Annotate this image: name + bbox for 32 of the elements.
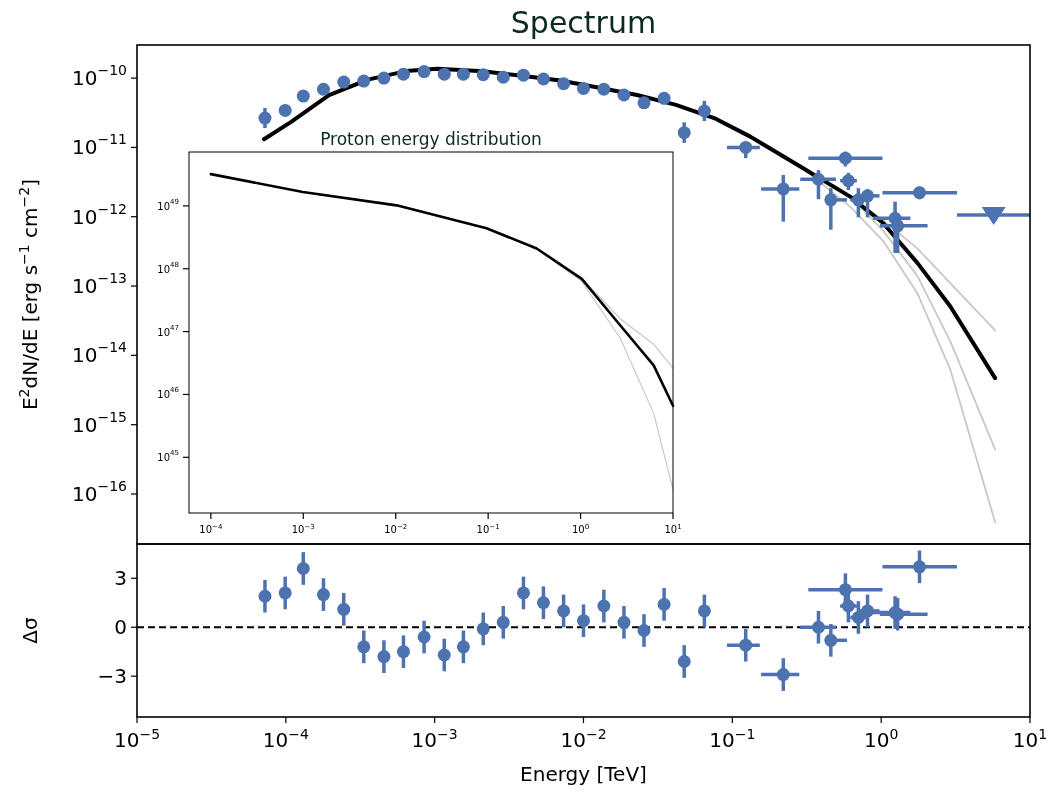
y-axis-title: Δσ [18,617,42,644]
y-tick-label: 3 [114,566,127,591]
y-tick-label: 10$^{−12}$ [72,200,127,229]
y-tick-label: 10$^{47}$ [157,323,179,338]
x-axis-title: Energy [TeV] [520,762,647,786]
x-tick-label: 10$^{−3}$ [291,523,315,535]
x-tick-label: 10$^{−1}$ [709,726,756,752]
y-tick-label: 0 [114,615,127,640]
x-tick-label: 10$^{1}$ [664,523,682,535]
chart-title: Spectrum [510,5,657,40]
y-tick-label: 10$^{46}$ [157,386,180,400]
x-tick-label: 10$^{0}$ [571,523,590,535]
x-tick-label: 10$^{0}$ [863,726,899,752]
y-tick-label: 10$^{−11}$ [72,131,127,160]
x-tick-label: 10$^{−3}$ [411,726,458,752]
y-tick-label: 10$^{−10}$ [72,62,127,91]
y-tick-label: 10$^{−15}$ [72,408,127,437]
x-tick-label: 10$^{1}$ [1012,726,1048,752]
x-tick-label: 10$^{−4}$ [199,523,223,535]
x-tick-label: 10$^{−2}$ [384,523,408,535]
x-tick-label: 10$^{−1}$ [476,523,500,535]
y-tick-label: 10$^{−13}$ [72,270,127,299]
x-tick-label: 10$^{−2}$ [560,726,607,752]
x-tick-label: 10$^{−5}$ [113,726,161,752]
y-tick-label: 10$^{−14}$ [72,339,128,368]
y-tick-label: −3 [97,664,127,689]
y-tick-label: 10$^{48}$ [157,260,179,275]
y-tick-label: 10$^{−16}$ [72,478,128,506]
x-tick-label: 10$^{−4}$ [262,726,309,752]
y-tick-label: 10$^{49}$ [157,197,179,212]
chart-title: Proton energy distribution [320,129,542,149]
y-tick-label: 10$^{45}$ [157,449,179,463]
